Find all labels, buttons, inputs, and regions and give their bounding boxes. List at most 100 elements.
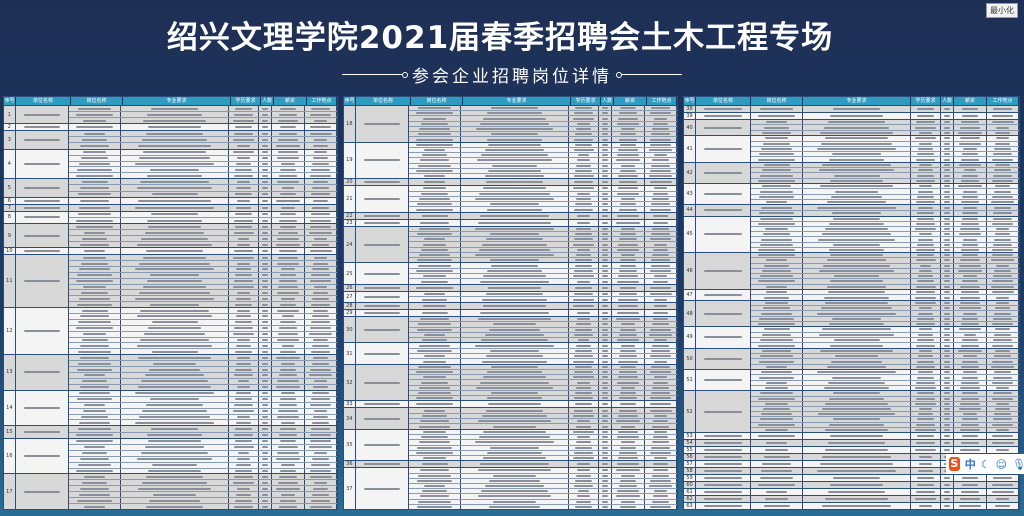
illegible-text [827,291,886,294]
table-cell [612,142,645,147]
illegible-text [479,280,550,283]
illegible-text [313,452,328,455]
table-row [409,152,677,158]
company-group: 10 [4,247,337,255]
illegible-text [602,397,608,400]
table-cell [409,369,461,375]
table-cell [409,147,461,153]
table-row [751,400,1019,406]
table-cell [121,302,229,308]
table-cell [259,167,272,173]
company-group: 35 [344,428,677,461]
table-cell [272,384,305,390]
table-cell [229,161,259,167]
illegible-text [262,126,268,129]
company-group: 62 [684,495,1019,503]
illegible-text [482,360,547,363]
minimize-button[interactable]: 最小化 [986,3,1018,18]
illegible-text [280,427,296,430]
illegible-text [993,312,1012,315]
table-cell [987,200,1019,205]
table-cell [229,337,259,343]
illegible-text [919,142,932,145]
microphone-icon[interactable]: 🎙 [1012,457,1024,471]
illegible-text [993,355,1012,358]
illegible-text [918,169,933,172]
table-cell [941,141,954,146]
row-number: 9 [4,224,16,248]
illegible-text [766,491,787,494]
table-cell [751,322,803,327]
illegible-text [994,132,1011,135]
illegible-text [277,138,299,141]
table-cell [751,316,803,322]
table-row [409,246,677,252]
moon-icon[interactable]: ☾ [980,457,991,471]
ime-mode-toggle[interactable]: 中 [964,458,976,471]
table-cell [612,191,645,196]
illegible-text [602,446,608,449]
illegible-text [23,113,61,116]
illegible-text [235,427,252,430]
table-cell [229,498,259,504]
column-header: 薪资 [614,97,647,105]
company-name-cell [16,124,69,131]
table-cell [954,306,987,311]
company-group: 24 [344,225,677,263]
table-cell [612,174,645,179]
illegible-text [415,451,454,454]
table-row [69,308,337,313]
table-cell [941,136,954,141]
table-cell [121,426,229,432]
illegible-text [616,495,640,498]
illegible-text [420,192,448,195]
table-cell [645,279,677,284]
illegible-text [23,490,61,493]
illegible-text [423,148,446,151]
illegible-text [959,163,981,166]
table-row [409,493,677,499]
illegible-text [281,421,295,424]
table-row [69,479,337,486]
table-cell [69,137,121,143]
illegible-text [423,175,446,178]
table-cell [911,482,941,489]
table-cell [569,408,599,413]
illegible-text [996,428,1009,431]
table-cell [272,211,305,217]
table-row [751,405,1019,412]
table-cell [612,279,645,284]
illegible-text [79,344,110,347]
illegible-text [758,115,795,117]
table-cell [569,504,599,510]
illegible-text [139,291,210,294]
illegible-text [959,449,981,452]
illegible-text [650,169,671,172]
table-row [409,291,677,297]
illegible-text [148,440,201,443]
illegible-text [653,381,668,384]
illegible-text [616,436,640,439]
illegible-text [759,153,794,156]
illegible-text [991,423,1014,426]
table-cell [229,173,259,179]
emoji-icon[interactable]: ☺ [995,457,1008,471]
illegible-text [146,280,203,283]
table-cell [409,456,461,461]
illegible-text [962,392,978,395]
illegible-text [234,440,253,443]
illegible-text [147,327,202,330]
illegible-text [423,117,446,120]
table-cell [305,468,337,474]
illegible-text [481,298,548,301]
illegible-text [277,481,299,484]
table-cell [954,200,987,205]
illegible-text [763,408,790,411]
table-cell [941,482,954,489]
illegible-text [237,262,250,265]
illegible-text [151,193,198,196]
table-cell [612,338,645,343]
illegible-text [758,484,795,487]
table-cell [911,343,941,348]
ime-toolbar[interactable]: S 中 ☾ ☺ 🎙 [946,454,1024,474]
